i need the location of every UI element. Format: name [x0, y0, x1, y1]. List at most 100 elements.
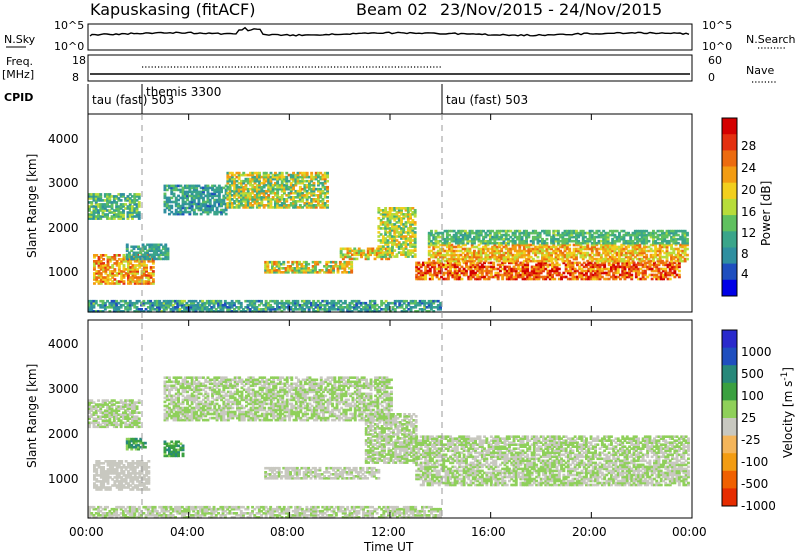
- power-echo-cell: [445, 257, 449, 261]
- power-echo-cell: [462, 273, 466, 277]
- power-echo-cell: [627, 243, 630, 247]
- power-echo-cell: [117, 211, 121, 214]
- power-echo-cell: [652, 253, 655, 257]
- power-echo-cell: [309, 271, 313, 274]
- power-echo-cell: [528, 275, 532, 279]
- power-echo-cell: [110, 217, 114, 220]
- power-echo-cell: [131, 270, 135, 273]
- power-echo-cell: [596, 271, 600, 275]
- power-echo-cell: [676, 249, 680, 253]
- power-echo-cell: [113, 262, 117, 265]
- power-echo-cell: [591, 277, 595, 281]
- power-echo-cell: [564, 269, 568, 273]
- power-echo-cell: [535, 273, 539, 277]
- power-echo-cell: [516, 255, 519, 259]
- power-echo-cell: [502, 257, 506, 261]
- power-echo-cell: [674, 247, 678, 251]
- power-echo-cell: [133, 306, 137, 309]
- power-echo-cell: [326, 171, 329, 175]
- power-echo-cell: [436, 239, 440, 243]
- power-echo-cell: [278, 187, 282, 191]
- power-echo-cell: [642, 241, 646, 245]
- power-echo-cell: [190, 190, 194, 194]
- power-echo-cell: [282, 301, 286, 305]
- power-echo-cell: [307, 301, 311, 305]
- power-echo-cell: [135, 310, 139, 313]
- power-echo-cell: [255, 189, 259, 193]
- power-echo-cell: [337, 301, 340, 305]
- power-cbar-swatch: [722, 231, 737, 248]
- power-echo-cell: [452, 259, 456, 263]
- power-echo-cell: [201, 299, 205, 303]
- power-echo-cell: [552, 249, 556, 253]
- power-echo-cell: [541, 259, 544, 263]
- power-echo-cell: [546, 265, 550, 269]
- power-echo-cell: [305, 200, 309, 203]
- power-echo-cell: [536, 251, 540, 255]
- power-echo-cell: [631, 231, 635, 235]
- power-echo-cell: [504, 231, 508, 235]
- power-echo-cell: [602, 229, 606, 233]
- power-echo-cell: [147, 278, 151, 281]
- power-echo-cell: [282, 308, 286, 311]
- power-echo-cell: [461, 235, 465, 239]
- power-echo-cell: [136, 268, 139, 271]
- power-echo-cell: [122, 217, 125, 220]
- power-echo-cell: [586, 259, 590, 263]
- power-echo-cell: [465, 263, 468, 267]
- power-echo-cell: [298, 306, 302, 309]
- power-echo-cell: [395, 253, 399, 256]
- power-echo-cell: [437, 263, 441, 267]
- power-echo-cell: [128, 207, 132, 210]
- power-echo-cell: [88, 306, 91, 309]
- power-echo-cell: [93, 262, 96, 265]
- power-echo-cell: [104, 264, 108, 267]
- power-echo-cell: [450, 259, 454, 263]
- power-echo-cell: [242, 179, 246, 183]
- power-echo-cell: [115, 310, 119, 313]
- power-echo-cell: [522, 251, 526, 255]
- power-echo-cell: [124, 308, 128, 311]
- power-echo-cell: [431, 275, 434, 279]
- power-echo-cell: [525, 257, 528, 261]
- power-echo-cell: [668, 261, 672, 265]
- power-echo-cell: [413, 233, 417, 236]
- power-echo-cell: [386, 213, 390, 216]
- power-echo-cell: [348, 251, 352, 255]
- power-echo-cell: [623, 267, 627, 271]
- power-echo-cell: [458, 277, 462, 281]
- power-echo-cell: [493, 235, 497, 239]
- power-echo-cell: [276, 187, 280, 191]
- power-echo-cell: [434, 299, 438, 303]
- power-echo-cell: [551, 263, 554, 267]
- power-echo-cell: [240, 179, 243, 183]
- power-echo-cell: [228, 183, 232, 187]
- power-echo-cell: [355, 257, 359, 261]
- power-echo-cell: [599, 233, 603, 237]
- power-echo-cell: [298, 179, 302, 183]
- power-echo-cell: [505, 273, 509, 277]
- power-echo-cell: [494, 273, 498, 277]
- power-echo-cell: [304, 260, 308, 264]
- power-echo-cell: [650, 277, 654, 281]
- power-echo-cell: [165, 184, 169, 188]
- power-echo-cell: [503, 267, 507, 271]
- power-echo-cell: [149, 274, 153, 277]
- power-echo-cell: [382, 308, 386, 311]
- power-echo-cell: [636, 231, 639, 235]
- power-echo-cell: [622, 237, 626, 241]
- power-echo-cell: [213, 210, 217, 214]
- power-echo-cell: [267, 181, 271, 185]
- power-echo-cell: [575, 253, 578, 257]
- power-echo-cell: [439, 247, 442, 251]
- power-echo-cell: [457, 231, 461, 235]
- power-echo-cell: [377, 231, 381, 234]
- power-echo-cell: [614, 271, 618, 275]
- power-echo-cell: [165, 303, 168, 307]
- power-echo-cell: [384, 299, 388, 303]
- velocity-echo-cell: [99, 405, 103, 408]
- power-echo-cell: [397, 231, 401, 234]
- power-echo-cell: [205, 299, 209, 303]
- power-echo-cell: [217, 194, 221, 198]
- power-echo-cell: [445, 229, 449, 233]
